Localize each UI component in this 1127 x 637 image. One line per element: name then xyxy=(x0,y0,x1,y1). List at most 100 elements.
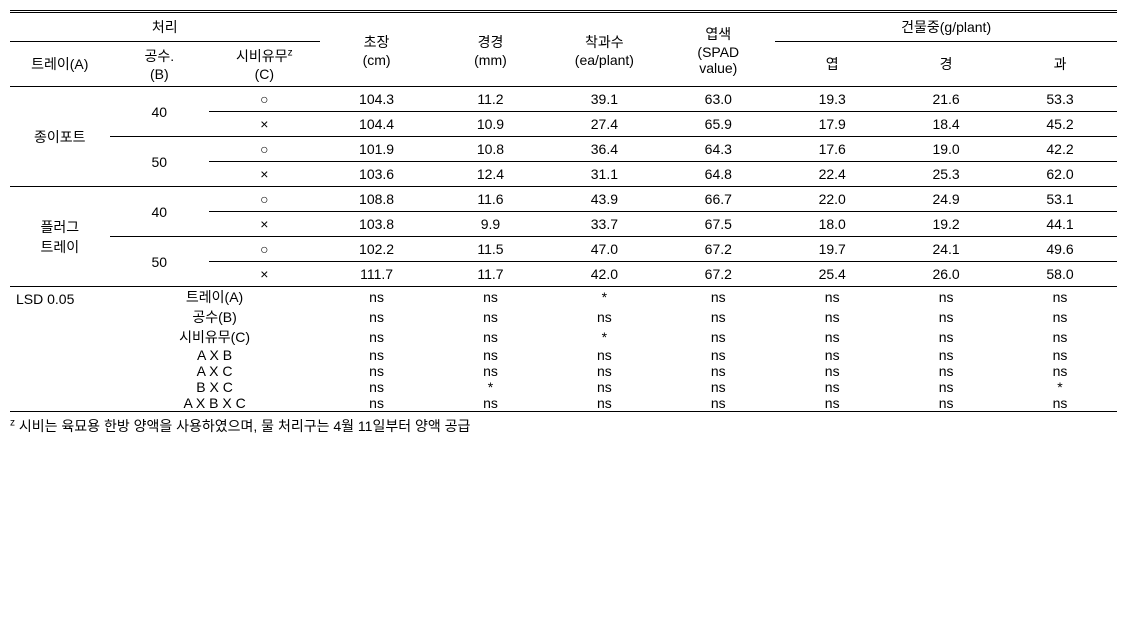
lsd-value: ns xyxy=(661,363,775,379)
lsd-factor-label: 시비유무(C) xyxy=(110,327,320,347)
data-cell: 18.4 xyxy=(889,112,1003,137)
lsd-value: * xyxy=(547,327,661,347)
header-gwa: 과 xyxy=(1003,42,1117,87)
data-cell: 58.0 xyxy=(1003,262,1117,287)
data-cell: 67.5 xyxy=(661,212,775,237)
lsd-value: ns xyxy=(320,327,434,347)
data-cell: 53.1 xyxy=(1003,187,1117,212)
data-cell: 19.7 xyxy=(775,237,889,262)
lsd-value: ns xyxy=(775,347,889,363)
lsd-value: * xyxy=(1003,379,1117,395)
data-cell: 12.4 xyxy=(434,162,548,187)
lsd-value: ns xyxy=(1003,307,1117,327)
data-cell: 64.8 xyxy=(661,162,775,187)
lsd-value: ns xyxy=(775,287,889,308)
footnote: z 시비는 육묘용 한방 양액을 사용하였으며, 물 처리구는 4월 11일부터… xyxy=(10,412,1117,436)
data-cell: 47.0 xyxy=(547,237,661,262)
data-cell: 63.0 xyxy=(661,87,775,112)
header-sibi-c: 시비유무z(C) xyxy=(209,42,320,87)
c-cell: × xyxy=(209,112,320,137)
data-cell: 9.9 xyxy=(434,212,548,237)
lsd-value: ns xyxy=(1003,287,1117,308)
lsd-value: ns xyxy=(1003,363,1117,379)
lsd-value: ns xyxy=(889,287,1003,308)
header-chakgwasu: 착과수(ea/plant) xyxy=(547,12,661,87)
data-cell: 104.3 xyxy=(320,87,434,112)
data-cell: 22.0 xyxy=(775,187,889,212)
lsd-value: ns xyxy=(547,347,661,363)
lsd-factor-label: B X C xyxy=(110,379,320,395)
lsd-value: ns xyxy=(889,347,1003,363)
data-cell: 64.3 xyxy=(661,137,775,162)
data-cell: 19.0 xyxy=(889,137,1003,162)
data-cell: 67.2 xyxy=(661,237,775,262)
b-cell: 40 xyxy=(110,87,210,137)
data-cell: 104.4 xyxy=(320,112,434,137)
data-cell: 19.3 xyxy=(775,87,889,112)
lsd-value: ns xyxy=(434,363,548,379)
header-yeopsaek: 엽색(SPADvalue) xyxy=(661,12,775,87)
header-gyeong: 경 xyxy=(889,42,1003,87)
lsd-value: ns xyxy=(547,379,661,395)
lsd-value: ns xyxy=(320,307,434,327)
lsd-value: ns xyxy=(889,379,1003,395)
lsd-value: ns xyxy=(320,347,434,363)
lsd-value: ns xyxy=(661,307,775,327)
data-cell: 67.2 xyxy=(661,262,775,287)
lsd-value: ns xyxy=(320,363,434,379)
lsd-value: ns xyxy=(434,347,548,363)
lsd-factor-label: 공수(B) xyxy=(110,307,320,327)
lsd-value: * xyxy=(547,287,661,308)
tray-cell-plug: 플러그트레이 xyxy=(10,187,110,287)
tray-cell-paper: 종이포트 xyxy=(10,87,110,187)
data-cell: 17.9 xyxy=(775,112,889,137)
lsd-value: ns xyxy=(1003,347,1117,363)
data-cell: 42.2 xyxy=(1003,137,1117,162)
data-cell: 21.6 xyxy=(889,87,1003,112)
c-cell: ○ xyxy=(209,137,320,162)
lsd-value: ns xyxy=(775,327,889,347)
data-cell: 36.4 xyxy=(547,137,661,162)
c-cell: ○ xyxy=(209,187,320,212)
lsd-label: LSD 0.05 xyxy=(10,287,110,412)
data-cell: 17.6 xyxy=(775,137,889,162)
data-cell: 103.8 xyxy=(320,212,434,237)
data-cell: 25.4 xyxy=(775,262,889,287)
data-cell: 11.6 xyxy=(434,187,548,212)
lsd-value: ns xyxy=(775,307,889,327)
header-treatment: 처리 xyxy=(10,12,320,42)
lsd-value: ns xyxy=(1003,395,1117,412)
lsd-value: ns xyxy=(889,395,1003,412)
lsd-value: ns xyxy=(889,363,1003,379)
lsd-value: * xyxy=(434,379,548,395)
data-cell: 65.9 xyxy=(661,112,775,137)
data-cell: 24.1 xyxy=(889,237,1003,262)
data-cell: 10.8 xyxy=(434,137,548,162)
data-cell: 11.5 xyxy=(434,237,548,262)
lsd-value: ns xyxy=(775,379,889,395)
lsd-value: ns xyxy=(434,307,548,327)
data-cell: 101.9 xyxy=(320,137,434,162)
lsd-factor-label: A X C xyxy=(110,363,320,379)
lsd-value: ns xyxy=(320,379,434,395)
lsd-value: ns xyxy=(320,395,434,412)
data-cell: 27.4 xyxy=(547,112,661,137)
lsd-value: ns xyxy=(661,379,775,395)
lsd-value: ns xyxy=(434,327,548,347)
data-cell: 24.9 xyxy=(889,187,1003,212)
lsd-value: ns xyxy=(547,307,661,327)
data-cell: 66.7 xyxy=(661,187,775,212)
lsd-value: ns xyxy=(320,287,434,308)
data-cell: 111.7 xyxy=(320,262,434,287)
data-cell: 62.0 xyxy=(1003,162,1117,187)
data-cell: 45.2 xyxy=(1003,112,1117,137)
header-tray-a: 트레이(A) xyxy=(10,42,110,87)
lsd-value: ns xyxy=(661,395,775,412)
lsd-value: ns xyxy=(775,395,889,412)
header-chojang: 초장(cm) xyxy=(320,12,434,87)
data-cell: 42.0 xyxy=(547,262,661,287)
data-cell: 53.3 xyxy=(1003,87,1117,112)
lsd-value: ns xyxy=(547,395,661,412)
data-cell: 25.3 xyxy=(889,162,1003,187)
data-cell: 18.0 xyxy=(775,212,889,237)
